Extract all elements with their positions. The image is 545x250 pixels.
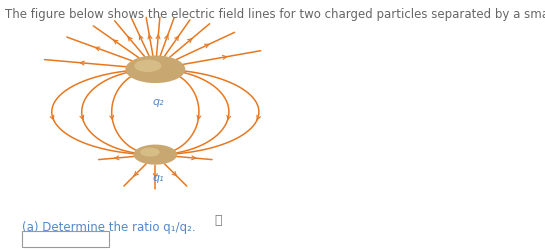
- Text: q₁: q₁: [152, 172, 164, 182]
- Text: (a) Determine the ratio q₁/q₂.: (a) Determine the ratio q₁/q₂.: [22, 220, 196, 233]
- Circle shape: [140, 148, 160, 157]
- Text: ⓘ: ⓘ: [214, 214, 222, 226]
- FancyBboxPatch shape: [22, 231, 109, 248]
- Text: The figure below shows the electric field lines for two charged particles separa: The figure below shows the electric fiel…: [5, 8, 545, 20]
- Circle shape: [134, 145, 177, 165]
- Circle shape: [125, 56, 185, 84]
- Circle shape: [134, 60, 161, 73]
- Text: q₂: q₂: [152, 96, 164, 106]
